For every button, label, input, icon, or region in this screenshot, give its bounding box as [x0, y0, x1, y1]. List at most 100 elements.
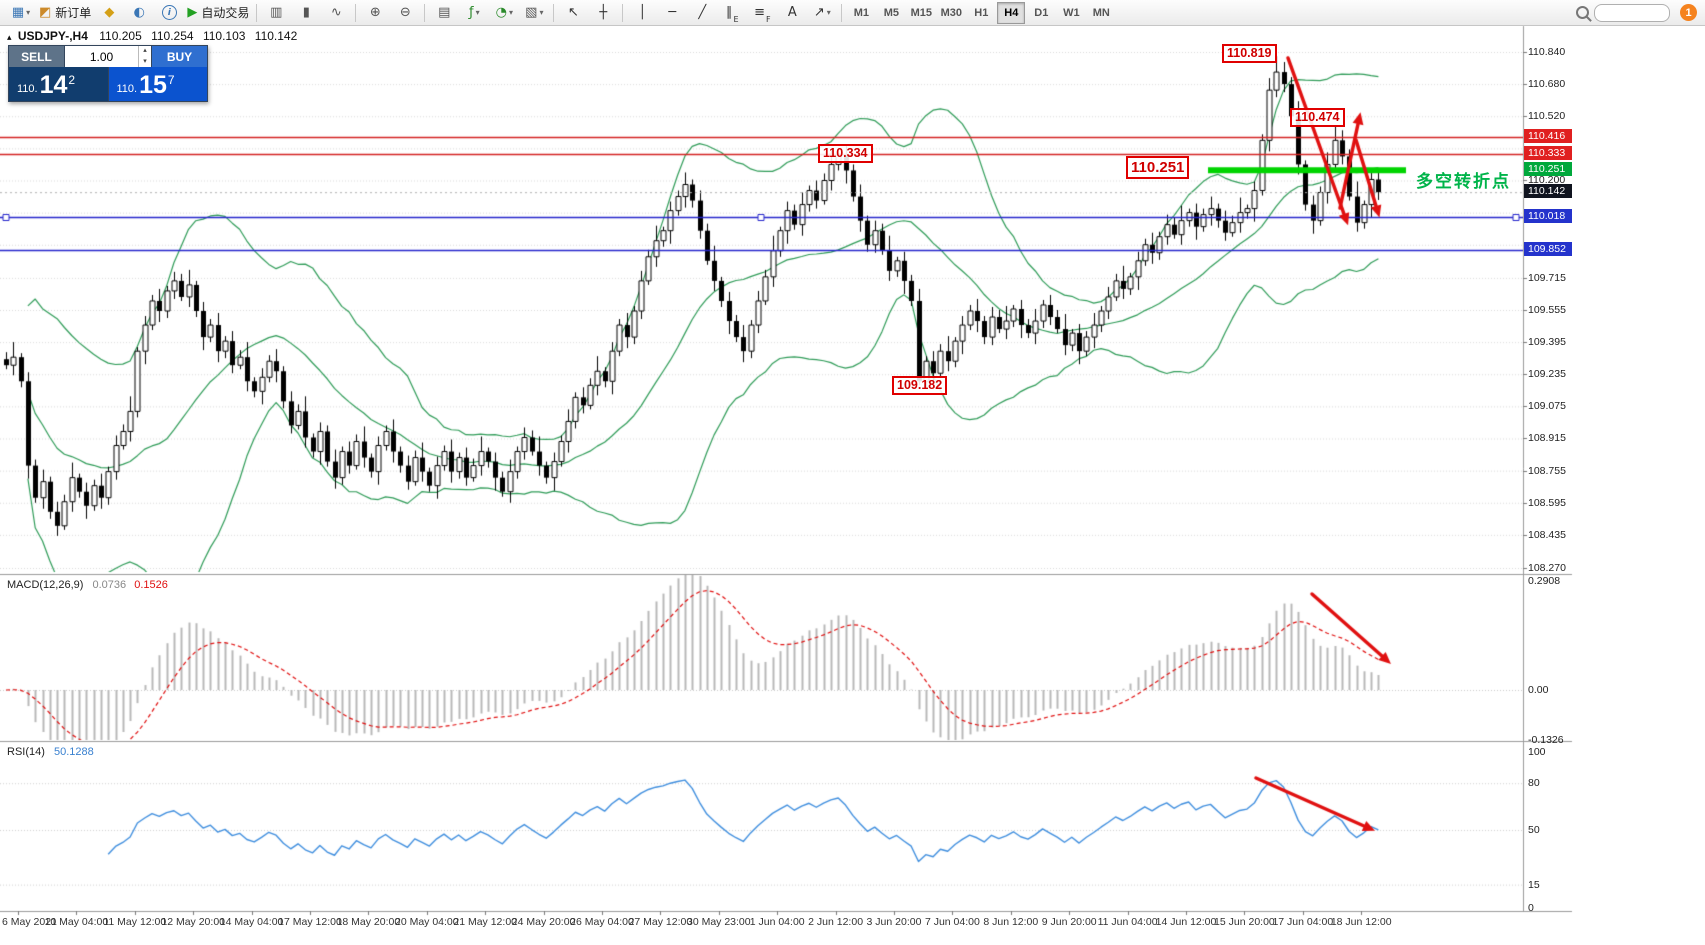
- search-box[interactable]: [1576, 3, 1670, 22]
- buy-price-prefix: 110.: [116, 83, 138, 95]
- chevron-down-icon: ▾: [539, 8, 544, 17]
- new-order-button-icon: ◩: [39, 5, 52, 20]
- trade-buttons-row: SELL 1.00 ▴ ▾ BUY: [9, 46, 207, 67]
- sell-price[interactable]: 110. 14 2: [9, 67, 108, 101]
- cursor-button[interactable]: ↖: [558, 1, 588, 25]
- candlestick-type-button[interactable]: ▮: [291, 1, 321, 25]
- candlestick-type-button-icon: ▮: [302, 5, 310, 20]
- bar-close-value: 110.142: [254, 29, 298, 43]
- new-chart-button[interactable]: ▦ ▾: [6, 1, 36, 25]
- horizontal-line-button[interactable]: ─: [657, 1, 687, 25]
- new-order-button[interactable]: ◩ 新订单: [36, 1, 94, 25]
- lot-decrease-button[interactable]: ▾: [143, 56, 147, 65]
- autotrading-button-label: 自动交易: [201, 6, 250, 20]
- timeframe-m5-button[interactable]: M5: [883, 6, 899, 19]
- bar-high-value: 110.254: [151, 29, 194, 43]
- crosshair-button[interactable]: ┼: [588, 1, 618, 25]
- tile-windows-button[interactable]: ▤: [429, 1, 459, 25]
- chevron-down-icon: ▾: [26, 8, 31, 17]
- vertical-line-button[interactable]: │: [627, 1, 657, 25]
- cursor-button-icon: ↖: [567, 5, 579, 20]
- buy-price-point: 7: [167, 73, 175, 87]
- collapse-triangle-icon: ▴: [7, 33, 12, 43]
- toolbar-separator: [256, 3, 258, 22]
- indicators-button-icon: ƒ: [469, 5, 474, 20]
- sell-price-prefix: 110.: [17, 83, 38, 95]
- vertical-line-button-icon: │: [638, 5, 647, 20]
- channel-button-icon: ∥: [726, 5, 733, 20]
- timeframe-h1-button[interactable]: H1: [974, 6, 989, 19]
- arrows-button[interactable]: ↗ ▾: [807, 1, 837, 25]
- lot-increase-button[interactable]: ▴: [143, 46, 147, 54]
- timeframe-m1-button[interactable]: M1: [853, 6, 869, 19]
- market-watch-button[interactable]: ◆: [94, 1, 124, 25]
- timeframe-m15-button[interactable]: M15: [910, 6, 933, 19]
- line-chart-type-button-icon: ∿: [330, 5, 342, 20]
- toolbar-separator: [622, 3, 624, 22]
- zoom-in-button[interactable]: ⊕: [360, 1, 390, 25]
- fibonacci-button-sub-label: F: [765, 14, 771, 24]
- toolbar-separator: [553, 3, 555, 22]
- market-watch-button-icon: ◆: [104, 5, 115, 20]
- macd-signal-value: 0.1526: [134, 579, 168, 591]
- zoom-out-button[interactable]: ⊖: [390, 1, 420, 25]
- chevron-down-icon: ▾: [475, 8, 480, 17]
- autotrading-button[interactable]: ▶ 自动交易: [184, 1, 252, 25]
- chevron-down-icon: ▾: [826, 8, 831, 17]
- timeframe-toolbar: M1 M5 M15 M30 H1 H4 D1 W1 MN: [846, 1, 1116, 24]
- timeframe-mn-button[interactable]: MN: [1092, 6, 1110, 19]
- crosshair-button-icon: ┼: [599, 5, 608, 20]
- lot-size-value: 1.00: [89, 49, 114, 64]
- macd-main-value: 0.0736: [92, 579, 127, 591]
- buy-button[interactable]: BUY: [152, 46, 207, 67]
- navigator-button[interactable]: ◐: [124, 1, 154, 25]
- zoom-in-button-icon: ⊕: [369, 5, 381, 20]
- search-input[interactable]: [1594, 3, 1670, 22]
- timeframe-h4-button[interactable]: H4: [997, 1, 1026, 24]
- periods-button[interactable]: ◔ ▾: [489, 1, 519, 25]
- indicators-button[interactable]: ƒ ▾: [459, 1, 489, 25]
- tile-windows-button-icon: ▤: [438, 5, 451, 20]
- fibonacci-button-icon: ≡: [754, 5, 765, 20]
- macd-name: MACD(12,26,9): [7, 579, 84, 591]
- toolbar-separator: [841, 3, 843, 22]
- trendline-button[interactable]: ╱: [687, 1, 717, 25]
- zoom-out-button-icon: ⊖: [399, 5, 411, 20]
- info-button[interactable]: i: [154, 1, 184, 25]
- macd-indicator-label: MACD(12,26,9) 0.0736 0.1526: [7, 579, 168, 591]
- timeframe-d1-button[interactable]: D1: [1034, 6, 1049, 19]
- lot-size-field[interactable]: 1.00 ▴ ▾: [64, 46, 152, 67]
- info-button-icon: i: [161, 5, 177, 20]
- horizontal-line-button-icon: ─: [668, 5, 677, 20]
- autotrading-button-icon: ▶: [187, 5, 198, 20]
- sell-price-pips: 14: [39, 71, 68, 99]
- periods-button-icon: ◔: [495, 5, 507, 20]
- toolbar-separator: [424, 3, 426, 22]
- chevron-down-icon: ▾: [508, 8, 513, 17]
- text-button-icon: A: [787, 5, 797, 20]
- trendline-button-icon: ╱: [698, 5, 707, 20]
- timeframe-w1-button[interactable]: W1: [1063, 6, 1080, 19]
- buy-price-pips: 15: [139, 71, 167, 99]
- text-button[interactable]: A: [777, 1, 807, 25]
- lot-spinner: ▴ ▾: [138, 46, 151, 67]
- arrows-button-icon: ↗: [813, 5, 825, 20]
- rsi-indicator-label: RSI(14) 50.1288: [7, 746, 94, 758]
- notification-badge[interactable]: 1: [1680, 4, 1697, 21]
- fibonacci-button[interactable]: ≡ F: [747, 1, 777, 25]
- line-chart-type-button[interactable]: ∿: [321, 1, 351, 25]
- buy-price[interactable]: 110. 15 7: [107, 67, 207, 101]
- timeframe-m30-button[interactable]: M30: [940, 6, 963, 19]
- rsi-name: RSI(14): [7, 746, 45, 758]
- sell-button[interactable]: SELL: [9, 46, 64, 67]
- toolbar-buttons: ▦ ▾ ◩ 新订单 ◆ ◐ i ▶ 自动交易 ▥ ▮ ∿ ⊕ ⊖ ▤ ƒ ▾ ◔ ▾ ▧ ▾ ↖ ┼ │ ─ ╱ ∥ E ≡ F A ↗ ▾: [6, 1, 846, 25]
- bar-chart-type-button[interactable]: ▥: [261, 1, 291, 25]
- templates-button[interactable]: ▧ ▾: [519, 1, 549, 25]
- bar-open-value: 110.205: [99, 29, 142, 43]
- channel-button[interactable]: ∥ E: [717, 1, 747, 25]
- channel-button-sub-label: E: [733, 14, 739, 24]
- new-chart-button-icon: ▦: [11, 5, 25, 20]
- one-click-trading-panel: SELL 1.00 ▴ ▾ BUY 110. 14 2 110. 15 7: [8, 45, 208, 102]
- rsi-value: 50.1288: [53, 746, 94, 758]
